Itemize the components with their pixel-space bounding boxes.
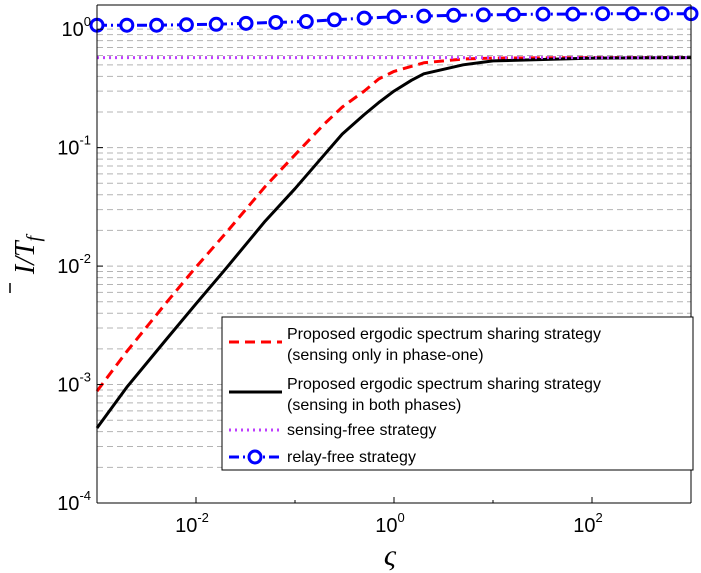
y-axis-label-sub: f: [23, 233, 45, 241]
y-axis-label-sym: T: [10, 239, 41, 257]
y-tick-label-base: 10: [62, 19, 84, 41]
series-point-3: [505, 7, 521, 23]
x-tick-label-base: 10: [573, 515, 595, 537]
series-point-3: [386, 9, 402, 25]
legend-label-both-phases-1: Proposed ergodic spectrum sharing strate…: [287, 376, 601, 393]
y-tick-label-exp: -1: [79, 133, 91, 148]
svg-text:I/Tf: I/Tf: [10, 233, 45, 275]
legend: Proposed ergodic spectrum sharing strate…: [221, 316, 694, 471]
y-tick-label-exp: -2: [79, 251, 91, 266]
legend-box: [221, 316, 694, 471]
y-tick-label: 10-2: [57, 251, 91, 278]
legend-label-phase-one-1: Proposed ergodic spectrum sharing strate…: [287, 326, 601, 343]
x-tick-label-base: 10: [175, 515, 197, 537]
x-tick-label-exp: 0: [398, 510, 405, 525]
series-point-3: [535, 6, 551, 22]
x-tick-label-exp: 2: [596, 510, 603, 525]
y-tick-label-exp: -4: [79, 488, 91, 503]
series-point-3: [565, 6, 581, 22]
series-point-3: [238, 15, 254, 31]
legend-label-sensing-free: sensing-free strategy: [287, 422, 436, 439]
x-tick-label: 102: [573, 510, 602, 537]
legend-label-both-phases-2: (sensing in both phases): [287, 397, 461, 414]
y-axis-label: I/Tf: [9, 233, 45, 293]
series-point-3: [416, 8, 432, 24]
y-tick-label-exp: -3: [79, 370, 91, 385]
y-tick-label-base: 10: [57, 138, 79, 160]
y-tick-label: 100: [62, 14, 91, 41]
series-point-3: [595, 6, 611, 22]
series-line-0: [95, 56, 691, 393]
x-tick-label: 100: [375, 510, 404, 537]
series-point-3: [446, 7, 462, 23]
x-tick-label-exp: -2: [197, 510, 209, 525]
series-line-1: [95, 56, 692, 429]
y-axis-label-base: I: [10, 263, 41, 275]
axes: [96, 4, 692, 504]
y-tick-label-base: 10: [57, 256, 79, 278]
y-tick-label: 10-4: [57, 488, 91, 515]
series-point-3: [119, 17, 135, 33]
y-tick-label-base: 10: [57, 375, 79, 397]
series-point-3: [654, 6, 670, 22]
y-tick-label: 10-3: [57, 370, 91, 397]
series-point-3: [298, 14, 314, 30]
legend-marker-relay-free: [247, 449, 263, 465]
series-point-3: [356, 10, 372, 26]
series-point-3: [624, 6, 640, 22]
y-axis-label-sep: /: [10, 255, 41, 267]
x-tick-label-base: 10: [375, 515, 397, 537]
x-axis-label: ς: [384, 539, 397, 572]
series-point-3: [208, 16, 224, 32]
legend-label-relay-free: relay-free strategy: [287, 449, 416, 466]
legend-label-phase-one-2: (sensing only in phase-one): [287, 347, 484, 364]
y-tick-label-base: 10: [57, 493, 79, 515]
series-point-3: [268, 14, 284, 30]
series-point-3: [178, 17, 194, 33]
y-tick-label: 10-1: [57, 133, 91, 160]
series-point-3: [475, 7, 491, 23]
series-line-3: [97, 12, 691, 27]
series-point-3: [326, 12, 342, 28]
series-point-3: [149, 17, 165, 33]
y-tick-label-exp: 0: [84, 14, 91, 29]
x-tick-label: 10-2: [175, 510, 209, 537]
